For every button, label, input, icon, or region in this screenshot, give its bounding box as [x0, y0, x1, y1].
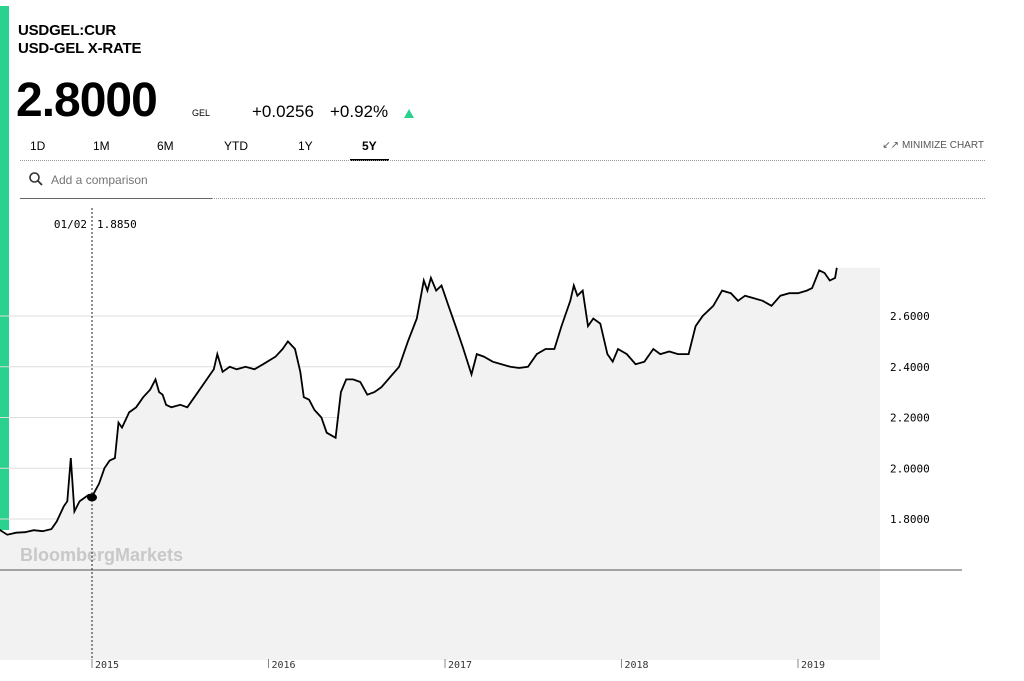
tab-6m[interactable]: 6M	[157, 139, 174, 153]
chart-area-fill	[0, 267, 880, 660]
y-tick-label: 2.4000	[890, 361, 930, 374]
x-tick-label: 2015	[95, 660, 119, 671]
price-change-percent: +0.92%	[330, 102, 389, 121]
x-tick-label: 2018	[625, 660, 649, 671]
crosshair: 01/02 1.8850	[54, 208, 137, 660]
y-tick-label: 2.6000	[890, 310, 930, 323]
y-tick-label: 1.8000	[890, 513, 930, 526]
minimize-icon: ↙↗	[882, 140, 899, 151]
ticker-symbol: USDGEL:CUR	[18, 22, 116, 39]
x-tick-label: 2019	[801, 660, 825, 671]
currency-label: GEL	[192, 108, 211, 118]
x-axis: 2015 2016 2017 2018 2019	[91, 659, 825, 671]
x-tick-label: 2016	[272, 660, 296, 671]
minimize-chart-button[interactable]: ↙↗ MINIMIZE CHART	[882, 140, 984, 151]
search-icon	[29, 172, 43, 186]
tab-1y[interactable]: 1Y	[298, 139, 313, 153]
crosshair-value: 1.8850	[97, 218, 137, 231]
divider	[20, 160, 985, 161]
crosshair-date: 01/02	[54, 218, 87, 231]
comparison-search	[20, 168, 212, 199]
up-triangle-icon	[404, 109, 414, 118]
tab-1d[interactable]: 1D	[30, 139, 46, 153]
price-value: 2.8000	[16, 74, 158, 127]
watermark-logo: BloombergMarkets	[20, 545, 183, 565]
accent-bar	[0, 6, 9, 530]
y-axis: 1.8000 2.0000 2.2000 2.4000 2.6000	[890, 310, 930, 526]
tab-ytd[interactable]: YTD	[224, 139, 248, 153]
x-tick-label: 2017	[448, 660, 472, 671]
y-tick-label: 2.0000	[890, 462, 930, 475]
divider	[212, 198, 985, 199]
chart-price-line	[0, 267, 838, 536]
instrument-name: USD-GEL X-RATE	[18, 40, 142, 57]
tab-1m[interactable]: 1M	[93, 139, 110, 153]
comparison-input[interactable]	[51, 171, 211, 189]
y-tick-label: 2.2000	[890, 412, 930, 425]
price-change: +0.0256	[252, 102, 314, 121]
minimize-chart-label: MINIMIZE CHART	[901, 140, 984, 151]
crosshair-marker	[87, 493, 97, 502]
